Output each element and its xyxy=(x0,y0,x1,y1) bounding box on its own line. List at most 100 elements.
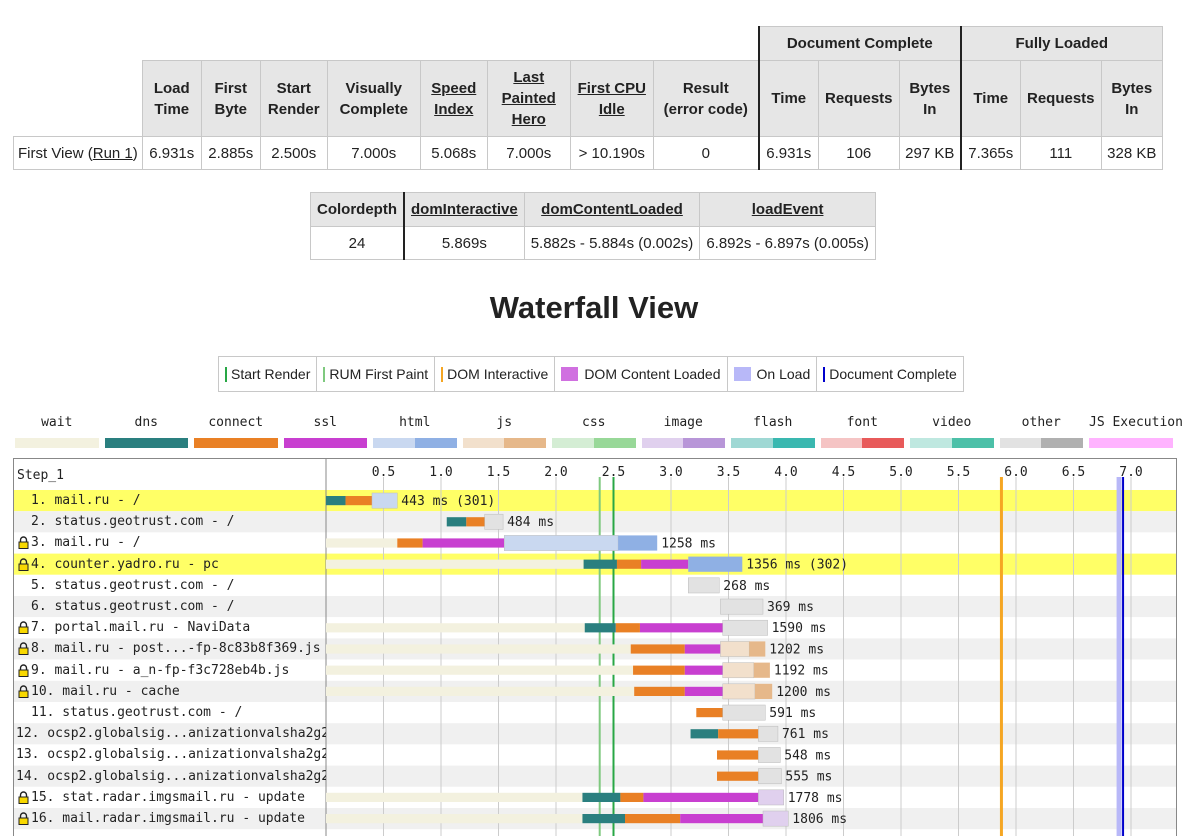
header-speed-index[interactable]: Speed Index xyxy=(419,60,488,137)
request-name[interactable]: 9. mail.ru - a_n-fp-f3c728eb4b.js xyxy=(31,662,290,678)
legend-marker xyxy=(561,367,579,381)
request-row-label[interactable]: 10. mail.ru - cache xyxy=(16,681,326,702)
request-row-label[interactable]: 5. status.geotrust.com - / xyxy=(16,575,326,596)
request-row-label[interactable]: 4. counter.yadro.ru - pc xyxy=(16,554,326,575)
tick-label: 6.0 xyxy=(1004,465,1027,480)
request-name[interactable]: 13. ocsp2.globalsig...anizationvalsha2g2 xyxy=(16,747,326,763)
bar-request xyxy=(371,492,398,509)
bar-wait xyxy=(326,559,584,569)
header-doc-bytes: Bytes In xyxy=(898,60,962,137)
legend-type-image: image xyxy=(641,415,725,455)
bar-connect xyxy=(625,814,681,824)
request-row-label[interactable]: 2. status.geotrust.com - / xyxy=(16,511,326,532)
lock-icon xyxy=(16,621,31,635)
header-dominteractive[interactable]: domInteractive xyxy=(402,192,525,227)
header-last-painted-hero[interactable]: Last Painted Hero xyxy=(486,60,571,137)
request-row-label[interactable]: 13. ocsp2.globalsig...anizationvalsha2g2 xyxy=(16,744,326,765)
request-name[interactable]: 7. portal.mail.ru - NaviData xyxy=(31,620,251,636)
legend-type-label: js xyxy=(496,415,513,430)
request-row-label[interactable]: 1. mail.ru - / xyxy=(16,490,326,511)
duration-label: 1200 ms xyxy=(776,685,831,700)
duration-label: 591 ms xyxy=(769,706,816,721)
legend-label: DOM Content Loaded xyxy=(584,366,721,382)
value-full-requests: 111 xyxy=(1019,136,1102,170)
legend-type-swatch xyxy=(910,438,994,448)
value-domcontentloaded: 5.882s - 5.884s (0.002s) xyxy=(523,226,701,260)
request-name[interactable]: 1. mail.ru - / xyxy=(31,493,141,508)
request-row-label[interactable]: 14. ocsp2.globalsig...anizationvalsha2g2 xyxy=(16,766,326,787)
bar-connect xyxy=(633,665,685,675)
request-name[interactable]: 14. ocsp2.globalsig...anizationvalsha2g2 xyxy=(16,768,326,784)
bar-download xyxy=(753,662,770,678)
value-load-time: 6.931s xyxy=(141,136,202,170)
request-row-label[interactable]: 7. portal.mail.ru - NaviData xyxy=(16,617,326,638)
legend-type-swatch xyxy=(462,438,546,448)
legend-type-swatch xyxy=(283,438,367,448)
legend-item-rum-first-paint: RUM First Paint xyxy=(317,357,436,391)
value-loadevent: 6.892s - 6.897s (0.005s) xyxy=(699,226,876,260)
lock-icon xyxy=(16,685,31,698)
bar-dns xyxy=(446,517,467,527)
value-full-bytes: 328 KB xyxy=(1100,136,1163,170)
header-doc-time: Time xyxy=(757,60,819,137)
request-name[interactable]: 10. mail.ru - cache xyxy=(31,683,180,699)
request-name[interactable]: 2. status.geotrust.com - / xyxy=(31,514,235,530)
legend-type-swatch xyxy=(373,438,457,448)
request-name[interactable]: 12. ocsp2.globalsig...anizationvalsha2g2 xyxy=(16,726,326,742)
request-row-label[interactable]: 11. status.geotrust.com - / xyxy=(16,702,326,723)
bar-request xyxy=(688,577,720,594)
legend-type-swatch xyxy=(641,438,725,448)
request-row-label[interactable]: 12. ocsp2.globalsig...anizationvalsha2g2 xyxy=(16,723,326,744)
header-first-cpu-idle[interactable]: First CPU Idle xyxy=(569,60,654,137)
value-speed-index: 5.068s xyxy=(419,136,488,170)
request-row-label[interactable]: 9. mail.ru - a_n-fp-f3c728eb4b.js xyxy=(16,660,326,681)
value-full-time: 7.365s xyxy=(959,136,1021,170)
header-domcontentloaded[interactable]: domContentLoaded xyxy=(523,192,701,227)
row-background xyxy=(14,511,1176,533)
bar-connect xyxy=(630,644,685,654)
run-1-link[interactable]: Run 1 xyxy=(92,144,133,162)
row-background xyxy=(14,765,1176,787)
tick-label: 1.0 xyxy=(429,465,452,480)
request-row-label[interactable]: 15. stat.radar.imgsmail.ru - update xyxy=(16,787,326,808)
bar-dns xyxy=(690,729,719,739)
bar-wait xyxy=(326,814,583,824)
bar-dns xyxy=(582,792,621,802)
tick-label: 5.5 xyxy=(947,465,970,480)
header-loadevent[interactable]: loadEvent xyxy=(699,192,876,227)
legend-type-label: html xyxy=(399,415,431,430)
legend-type-flash: flash xyxy=(731,415,815,455)
duration-label: 1590 ms xyxy=(772,621,827,636)
request-row-label[interactable]: 6. status.geotrust.com - / xyxy=(16,596,326,617)
request-name[interactable]: 11. status.geotrust.com - / xyxy=(31,705,243,720)
request-name[interactable]: 8. mail.ru - post...-fp-8c83b8f369.js xyxy=(31,641,321,657)
request-name[interactable]: 4. counter.yadro.ru - pc xyxy=(31,556,219,572)
lock-icon xyxy=(16,791,31,804)
bar-dns xyxy=(582,814,625,824)
request-name[interactable]: 6. status.geotrust.com - / xyxy=(31,599,235,614)
bar-connect xyxy=(717,771,759,781)
request-name[interactable]: 16. mail.radar.imgsmail.ru - update xyxy=(31,811,305,826)
bar-request xyxy=(722,662,755,679)
legend-type-swatch xyxy=(1089,438,1173,448)
request-row-label[interactable]: 8. mail.ru - post...-fp-8c83b8f369.js xyxy=(16,638,326,659)
bar-download xyxy=(749,641,766,657)
bar-ssl xyxy=(680,814,763,824)
request-name[interactable]: 3. mail.ru - / xyxy=(31,535,141,551)
value-first-cpu-idle: > 10.190s xyxy=(569,136,654,170)
header-start-render: Start Render xyxy=(259,60,328,137)
legend-type-css: css xyxy=(552,415,636,455)
legend-type-html: html xyxy=(373,415,457,455)
request-row-label[interactable]: 16. mail.radar.imgsmail.ru - update xyxy=(16,808,326,829)
row-background xyxy=(14,490,1176,512)
tick-label: 3.5 xyxy=(717,465,740,480)
lock-icon xyxy=(16,642,31,656)
duration-label: 1258 ms xyxy=(661,536,716,551)
legend-type-label: image xyxy=(663,415,703,430)
legend-marker xyxy=(823,366,826,382)
legend-type-label: JS Execution xyxy=(1089,415,1183,430)
request-row-label[interactable]: 3. mail.ru - / xyxy=(16,532,326,553)
request-name[interactable]: 15. stat.radar.imgsmail.ru - update xyxy=(31,789,305,805)
tick-label: 2.5 xyxy=(602,465,625,480)
request-name[interactable]: 5. status.geotrust.com - / xyxy=(31,577,235,593)
